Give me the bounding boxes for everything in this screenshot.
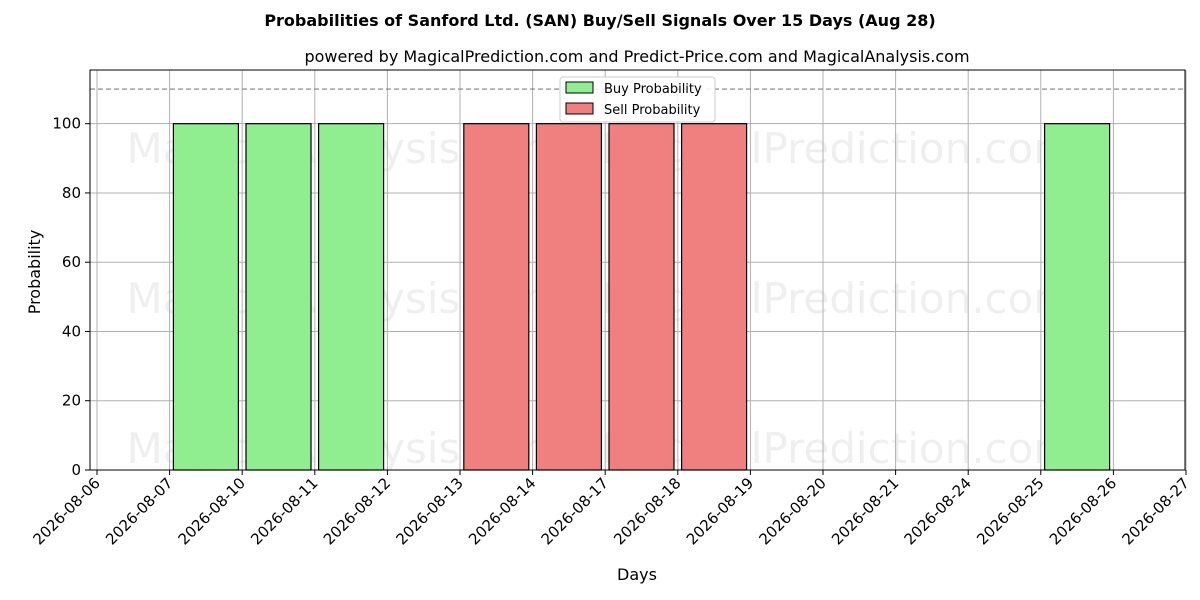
y-tick-label: 20: [62, 392, 81, 410]
y-tick-label: 0: [71, 461, 81, 479]
x-tick-label: 2026-08-07: [102, 474, 176, 548]
x-tick-label: 2026-08-24: [901, 474, 975, 548]
x-tick-label: 2026-08-12: [320, 474, 394, 548]
x-tick-label: 2026-08-17: [538, 474, 612, 548]
x-tick-label: 2026-08-06: [29, 474, 103, 548]
sell-bar-2026-08-14: [535, 123, 603, 471]
watermark-text: MagicalPrediction.com: [602, 124, 1075, 173]
legend-swatch-sell: [565, 102, 594, 115]
axes-frame: [89, 69, 1186, 471]
x-tick-label: 2026-08-13: [392, 474, 466, 548]
sell-bar-2026-08-13: [463, 123, 530, 471]
x-tick-label: 2026-08-27: [1118, 474, 1192, 548]
y-tick-label: 40: [62, 322, 81, 340]
legend-label-buy: Buy Probability: [604, 82, 702, 97]
y-axis-label: Probability: [25, 230, 44, 315]
sell-bar-2026-08-18: [680, 123, 748, 471]
buy-bar-2026-08-25: [1043, 123, 1111, 471]
x-tick-label: 2026-08-11: [247, 474, 321, 548]
y-tick-label: 80: [62, 184, 81, 202]
chart-subtitle: powered by MagicalPrediction.com and Pre…: [304, 47, 969, 66]
watermark-text: MagicalPrediction.com: [602, 274, 1075, 323]
legend-label-sell: Sell Probability: [604, 103, 701, 118]
x-tick-label: 2026-08-18: [610, 474, 684, 548]
sell-bar-2026-08-17: [608, 123, 675, 471]
x-tick-label: 2026-08-14: [465, 474, 539, 548]
buy-bar-2026-08-07: [172, 123, 239, 471]
x-tick-label: 2026-08-20: [755, 474, 829, 548]
buy-bar-2026-08-10: [245, 123, 312, 471]
x-axis-label: Days: [617, 565, 657, 584]
y-tick-label: 100: [52, 115, 81, 133]
legend: Buy Probability Sell Probability: [559, 76, 716, 123]
x-tick-label: 2026-08-10: [175, 474, 249, 548]
chart-title: Probabilities of Sanford Ltd. (SAN) Buy/…: [264, 11, 935, 30]
x-tick-label: 2026-08-19: [683, 474, 757, 548]
legend-swatch-buy: [565, 81, 594, 94]
x-tick-label: 2026-08-26: [1046, 474, 1120, 548]
buy-bar-2026-08-11: [318, 123, 385, 471]
legend-box: [559, 76, 716, 123]
x-tick-label: 2026-08-25: [973, 474, 1047, 548]
watermark-text: MagicalPrediction.com: [602, 424, 1075, 473]
y-tick-label: 60: [62, 253, 81, 271]
x-tick-label: 2026-08-21: [828, 474, 902, 548]
